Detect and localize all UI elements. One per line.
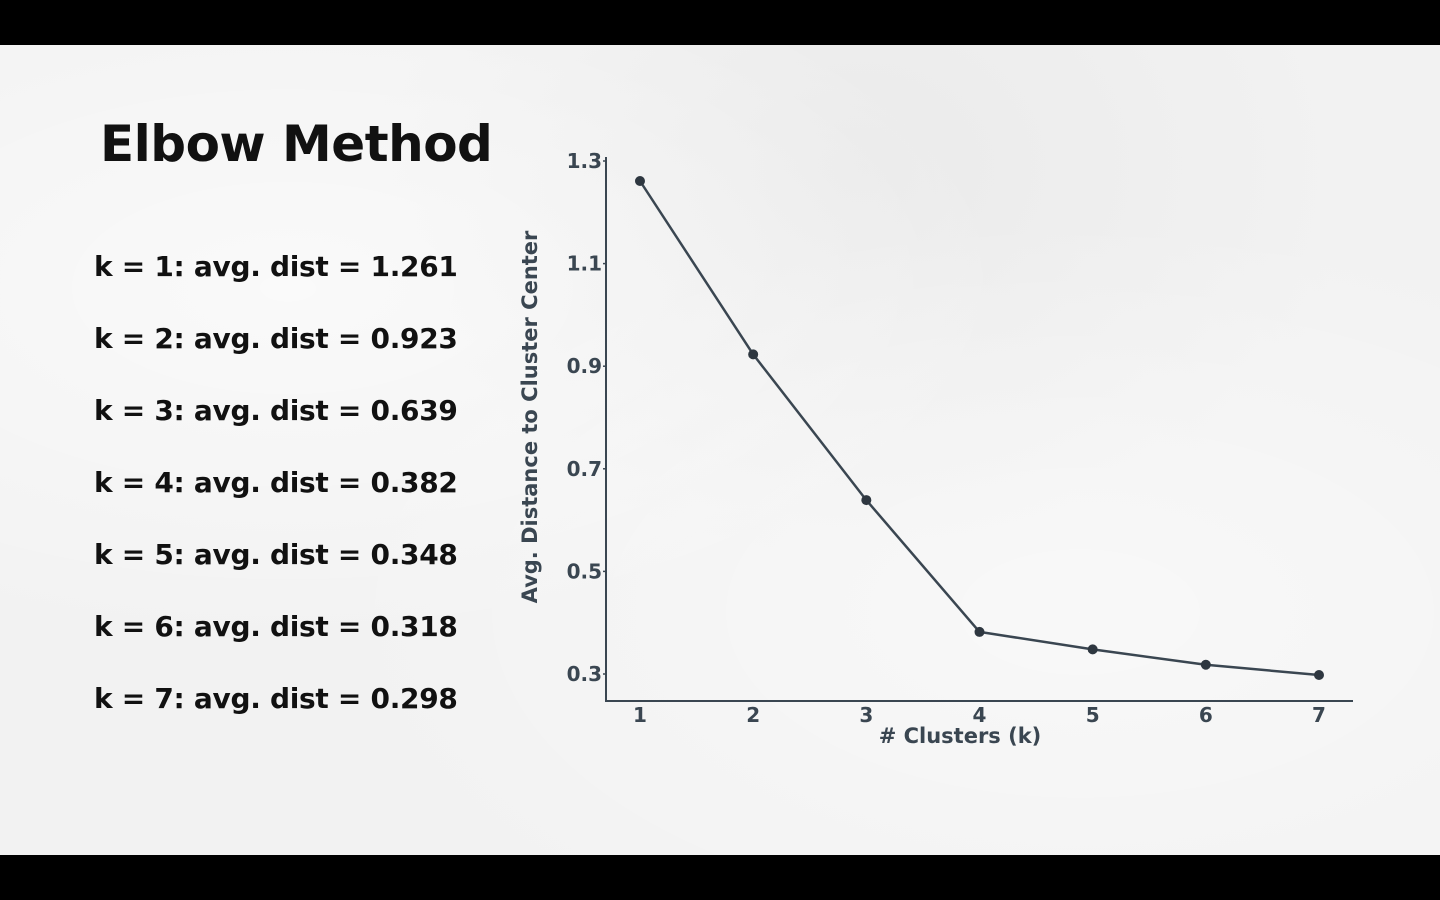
elbow-chart: 0.3 0.5 0.7 0.9 1.1 1.3 1 2 3 4 5 6 7 # Clusters (k…: [518, 149, 1353, 748]
slide: Elbow Method k = 1: avg. dist = 1.261 k …: [0, 45, 1440, 855]
x-tick-label: 5: [1086, 703, 1100, 727]
y-tick-label: 1.1: [567, 252, 602, 276]
result-k2: k = 2: avg. dist = 0.923: [94, 322, 458, 355]
data-point: [1314, 670, 1324, 681]
result-k4: k = 4: avg. dist = 0.382: [94, 466, 458, 499]
y-tick-label: 0.7: [567, 457, 602, 481]
x-tick-label: 3: [859, 703, 873, 727]
x-axis-label: # Clusters (k): [879, 724, 1042, 748]
data-point: [861, 495, 872, 506]
y-tick-label: 0.9: [567, 354, 602, 378]
slide-title: Elbow Method: [100, 115, 493, 173]
x-tick-label: 4: [973, 703, 987, 727]
x-ticks: 1 2 3 4 5 6 7: [633, 703, 1326, 727]
data-point: [748, 349, 759, 360]
x-tick-label: 6: [1199, 703, 1213, 727]
x-tick-label: 1: [633, 703, 647, 727]
y-tick-label: 1.3: [567, 149, 602, 173]
result-k1: k = 1: avg. dist = 1.261: [94, 250, 458, 283]
results-list: k = 1: avg. dist = 1.261 k = 2: avg. dis…: [94, 243, 458, 747]
y-tick-label: 0.3: [567, 662, 602, 686]
letterbox-bottom: [0, 855, 1440, 900]
letterbox-top: [0, 0, 1440, 45]
data-point: [635, 176, 645, 187]
y-ticks: 0.3 0.5 0.7 0.9 1.1 1.3: [567, 149, 606, 686]
result-k7: k = 7: avg. dist = 0.298: [94, 682, 458, 715]
data-points: [635, 176, 1324, 681]
data-point: [974, 626, 985, 637]
y-tick-label: 0.5: [567, 559, 602, 583]
data-point: [1087, 644, 1098, 655]
data-point: [1200, 659, 1211, 670]
result-k6: k = 6: avg. dist = 0.318: [94, 610, 458, 643]
result-k3: k = 3: avg. dist = 0.639: [94, 394, 458, 427]
y-axis-label: Avg. Distance to Cluster Center: [518, 230, 542, 603]
x-tick-label: 2: [746, 703, 760, 727]
x-tick-label: 7: [1312, 703, 1326, 727]
series-line: [638, 180, 1320, 677]
result-k5: k = 5: avg. dist = 0.348: [94, 538, 458, 571]
